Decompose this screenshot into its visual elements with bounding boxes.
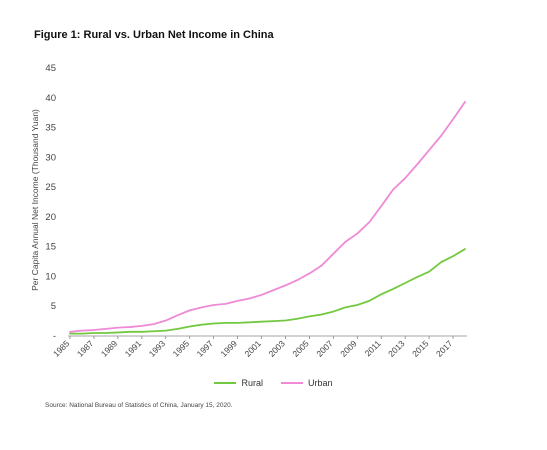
legend-item-rural: Rural <box>214 378 263 388</box>
y-tick-label: 35 <box>45 123 56 134</box>
y-tick-label: 10 <box>45 271 56 282</box>
x-tick-label: 2013 <box>386 338 407 359</box>
x-tick-label: 1989 <box>99 338 120 359</box>
y-tick-label: 40 <box>45 93 56 104</box>
series-line-rural <box>69 248 466 335</box>
y-tick-label: 5 <box>51 301 56 312</box>
legend-label-rural: Rural <box>241 378 263 388</box>
source-note: Source: National Bureau of Statistics of… <box>45 402 233 409</box>
y-axis-title-group: Per Capita Annual Net Income (Thousand Y… <box>30 109 40 291</box>
legend-item-urban: Urban <box>281 378 333 388</box>
series-lines <box>69 101 466 335</box>
y-axis-title: Per Capita Annual Net Income (Thousand Y… <box>30 109 40 291</box>
x-tick-label: 1987 <box>75 338 96 359</box>
y-tick-label: 20 <box>45 212 56 223</box>
series-line-urban <box>69 101 466 333</box>
x-tick-label: 2001 <box>242 338 263 359</box>
figure-title: Figure 1: Rural vs. Urban Net Income in … <box>34 29 274 41</box>
x-tick-label: 1997 <box>195 338 216 359</box>
legend-swatch-urban <box>281 382 303 384</box>
y-tick-label: 25 <box>45 182 56 193</box>
legend-label-urban: Urban <box>308 378 333 388</box>
x-tick-label: 2003 <box>266 338 287 359</box>
x-tick-label: 2011 <box>363 338 383 358</box>
x-tick-label: 1995 <box>171 338 192 359</box>
legend-swatch-rural <box>214 382 237 384</box>
x-tick-label: 2005 <box>290 338 311 359</box>
x-tick-label: 2009 <box>338 338 359 359</box>
x-tick-label: 2017 <box>434 338 455 359</box>
legend: Rural Urban <box>0 378 547 388</box>
x-tick-label: 1999 <box>219 338 240 359</box>
y-tick-label: - <box>53 331 56 342</box>
x-tick-label: 1993 <box>147 338 168 359</box>
x-tick-label: 2015 <box>410 338 431 359</box>
x-tick-label: 1991 <box>123 338 144 359</box>
y-tick-label: 45 <box>45 63 56 74</box>
x-tick-label: 2007 <box>314 338 335 359</box>
x-axis-ticks: 1985 1987 1989 1991 1993 1995 1997 1999 2001 2003… <box>51 336 455 359</box>
y-axis-ticks: - 5 10 15 20 25 30 35 40 45 <box>45 63 56 342</box>
y-tick-label: 30 <box>45 152 56 163</box>
y-tick-label: 15 <box>45 242 56 253</box>
